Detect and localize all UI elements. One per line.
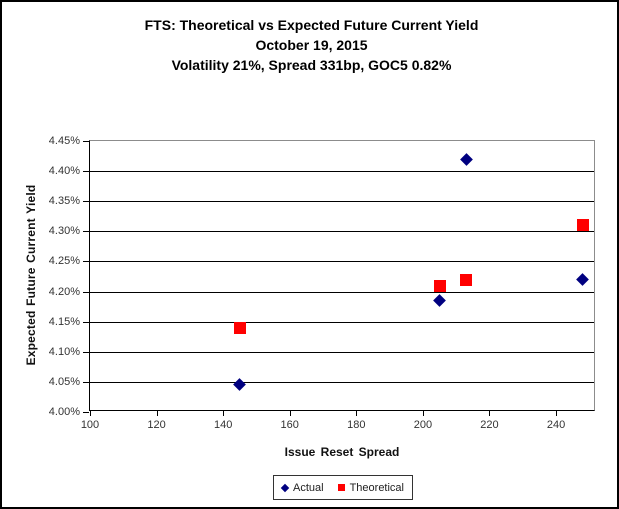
y-gridline: [90, 261, 594, 263]
y-axis-tick: [83, 171, 89, 173]
x-tick-label: 240: [546, 419, 566, 431]
x-axis-tick: [156, 411, 158, 416]
x-tick-label: 160: [280, 419, 299, 431]
y-gridline: [90, 231, 594, 233]
y-axis-tick: [83, 321, 89, 323]
y-axis-tick: [83, 201, 89, 203]
x-axis-tick: [556, 411, 558, 416]
y-tick-label: 4.40%: [48, 165, 80, 178]
y-axis-tick: [83, 381, 89, 383]
y-tick-label: 4.15%: [48, 315, 80, 328]
y-axis-tick: [83, 141, 89, 142]
x-tick-label: 140: [213, 419, 233, 431]
x-tick-label: 180: [347, 419, 366, 431]
y-tick-label: 4.10%: [48, 345, 80, 358]
legend-item-actual: Actual: [280, 481, 324, 494]
x-axis-tick: [90, 411, 91, 416]
data-point-theoretical: [433, 279, 446, 292]
y-tick-label: 4.00%: [48, 406, 80, 418]
square-marker-icon: [337, 484, 345, 491]
data-point-theoretical: [576, 219, 589, 232]
y-axis-tick: [83, 231, 89, 233]
y-tick-label: 4.20%: [48, 285, 80, 298]
y-tick-label: 4.05%: [48, 375, 80, 388]
data-point-actual: [459, 152, 473, 166]
chart-title: FTS: Theoretical vs Expected Future Curr…: [144, 17, 479, 33]
y-tick-label: 4.45%: [48, 135, 80, 147]
data-point-actual: [433, 294, 446, 307]
x-axis-tick: [489, 411, 491, 416]
diamond-marker-icon: [280, 483, 290, 492]
x-tick-label: 220: [480, 419, 499, 431]
x-axis-title: Issue Reset Spread: [284, 445, 400, 459]
legend-item-theoretical: Theoretical: [337, 481, 404, 494]
x-tick-label: 200: [413, 419, 433, 431]
y-axis-tick: [83, 261, 89, 263]
x-axis-tick: [223, 411, 225, 416]
data-point-theoretical: [233, 321, 246, 334]
x-tick-label: 100: [80, 419, 100, 431]
y-gridline: [90, 381, 594, 383]
data-point-actual: [233, 378, 247, 392]
x-tick-label: 120: [147, 419, 166, 431]
x-axis-tick: [356, 411, 358, 416]
legend: Actual Theoretical: [273, 475, 413, 500]
y-axis-tick: [83, 412, 89, 413]
plot-area: 4.00% 4.05% 4.10% 4.15% 4.20% 4.25% 4.30% 4.35%…: [49, 135, 595, 431]
y-axis-tick: [83, 351, 89, 353]
data-point-actual: [576, 273, 590, 286]
y-tick-label: 4.30%: [48, 225, 80, 238]
y-gridline: [90, 291, 594, 293]
data-point-theoretical: [460, 273, 473, 286]
title-block: FTS: Theoretical vs Expected Future Curr…: [2, 15, 617, 75]
x-axis-tick: [289, 411, 291, 416]
legend-label-actual: Actual: [293, 481, 324, 494]
y-tick-label: 4.35%: [48, 195, 80, 208]
y-axis-tick: [83, 291, 89, 293]
y-axis-title: Expected Future Current Yield: [24, 184, 38, 366]
chart-subtitle-date: October 19, 2015: [255, 37, 368, 53]
y-gridline: [90, 351, 594, 353]
y-gridline: [90, 171, 594, 173]
y-gridline: [90, 321, 594, 323]
chart-subtitle-params: Volatility 21%, Spread 331bp, GOC5 0.82%: [171, 57, 452, 73]
y-gridline: [90, 201, 594, 203]
y-tick-label: 4.25%: [48, 255, 80, 268]
legend-label-theoretical: Theoretical: [349, 481, 404, 494]
x-axis-tick: [422, 411, 424, 416]
